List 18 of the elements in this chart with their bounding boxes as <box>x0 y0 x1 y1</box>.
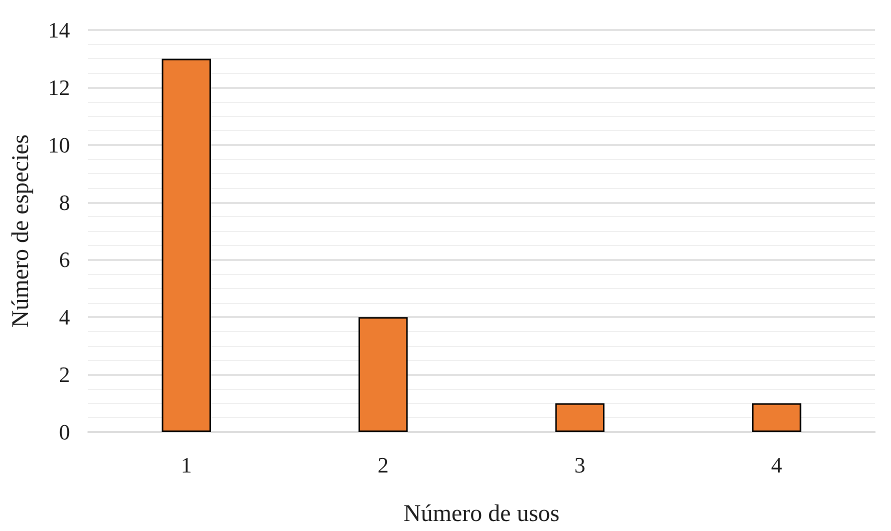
y-tick-label: 4 <box>59 304 70 330</box>
x-axis-title: Número de usos <box>404 501 560 527</box>
x-tick-label: 3 <box>574 452 586 478</box>
bar <box>555 403 604 432</box>
y-tick-label: 12 <box>48 74 70 100</box>
y-tick-label: 10 <box>48 132 70 158</box>
x-tick-label: 1 <box>180 452 192 478</box>
bar <box>752 403 802 432</box>
y-tick-label: 6 <box>59 247 70 272</box>
bar <box>358 317 408 432</box>
y-tick-label: 0 <box>59 420 70 444</box>
y-axis-title: Número de especies <box>8 134 34 328</box>
y-tick-label: 2 <box>59 362 70 388</box>
x-tick-label: 4 <box>771 452 782 478</box>
y-tick-label: 14 <box>48 18 70 42</box>
y-tick-label: 8 <box>59 190 70 215</box>
bar <box>162 58 211 432</box>
x-tick-label: 2 <box>378 452 389 478</box>
